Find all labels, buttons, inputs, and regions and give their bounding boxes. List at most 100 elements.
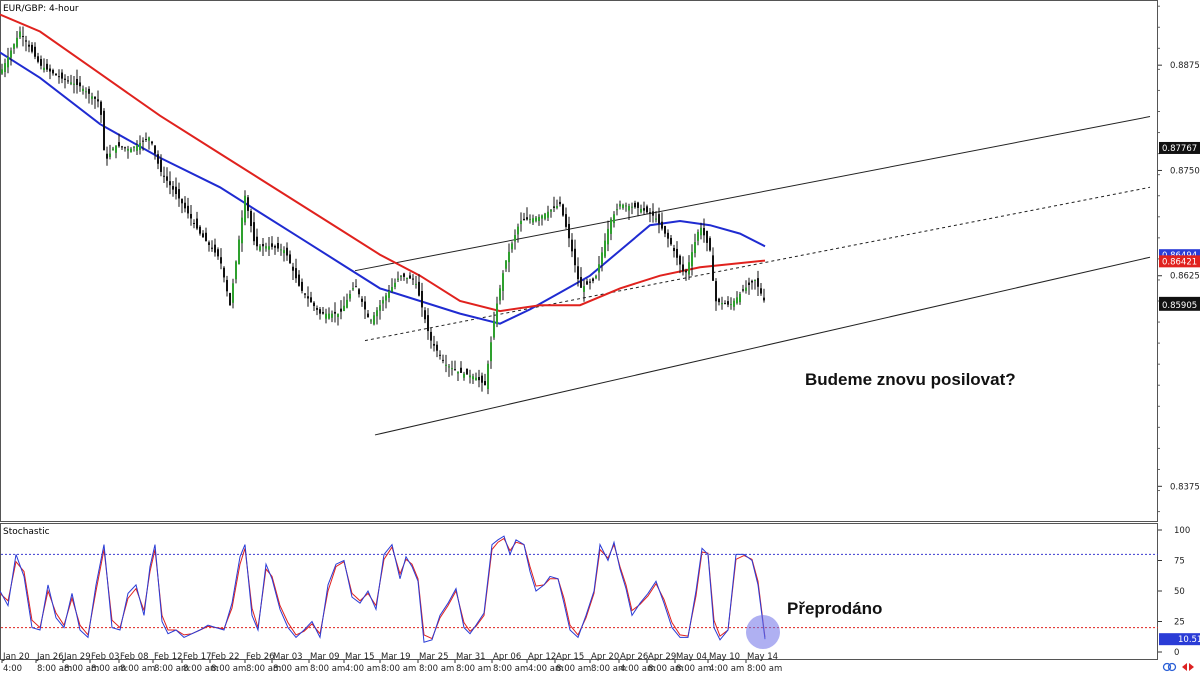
candle-body (430, 331, 432, 341)
candle-body (280, 249, 282, 251)
price-tag-label: 0.85905 (1162, 301, 1197, 311)
time-hour-label: 8:00 am (648, 664, 683, 674)
candle-body (214, 244, 216, 253)
candle-body (256, 236, 258, 247)
candle-body (349, 293, 351, 299)
candle-body (760, 288, 762, 294)
candle-body (436, 344, 438, 351)
candle-body (73, 83, 75, 85)
candle-body (187, 205, 189, 214)
time-hour-label: 8:00 am (211, 664, 246, 674)
candle-body (736, 297, 738, 304)
candle-body (295, 268, 297, 279)
candle-body (31, 44, 33, 52)
candle-body (49, 68, 51, 72)
time-hour-label: 8:00 am (183, 664, 218, 674)
candle-body (313, 302, 315, 307)
candle-body (457, 371, 459, 374)
instrument-title-bg (1, 1, 71, 14)
candle-body (541, 215, 543, 219)
candle-body (25, 40, 27, 42)
candle-body (19, 31, 21, 38)
candle-body (529, 218, 531, 220)
candle-body (691, 252, 693, 267)
candle-body (79, 82, 81, 87)
candle-body (196, 218, 198, 229)
candle-body (325, 313, 327, 319)
candle-body (598, 264, 600, 273)
candle-body (199, 226, 201, 234)
oscillator-title: Stochastic (3, 527, 50, 537)
candle-body (217, 249, 219, 257)
candle-body (592, 278, 594, 282)
candle-body (688, 262, 690, 275)
time-date-label: Apr 15 (556, 652, 584, 662)
candle-body (226, 279, 228, 292)
candle-body (7, 56, 9, 68)
candle-body (535, 217, 537, 221)
time-date-label: Apr 12 (528, 652, 556, 662)
candle-body (649, 212, 651, 214)
candle-body (544, 213, 546, 219)
candle-body (130, 148, 132, 153)
candle-body (112, 148, 114, 151)
candle-body (667, 232, 669, 239)
link-icon[interactable] (1162, 662, 1177, 672)
candle-body (118, 142, 120, 147)
candle-body (751, 280, 753, 283)
candle-body (229, 293, 231, 306)
time-date-label: Mar 19 (381, 652, 411, 662)
channel-upper-line (354, 116, 1151, 272)
candle-body (16, 37, 18, 47)
time-hour-label: 8:00 am (91, 664, 126, 674)
time-hour-label: 8:00 am (556, 664, 591, 674)
candle-body (487, 363, 489, 389)
price-tag-box (1159, 255, 1200, 268)
time-date-label: Mar 25 (419, 652, 449, 662)
candle-body (661, 221, 663, 229)
stochastic-tick-label: 50 (1174, 587, 1185, 597)
candle-body (331, 313, 333, 318)
candle-body (682, 264, 684, 272)
candle-body (4, 63, 6, 72)
time-date-label: Apr 29 (648, 652, 676, 662)
candle-body (142, 140, 144, 142)
candle-body (496, 303, 498, 325)
time-hour-label: 8:00 am (64, 664, 99, 674)
time-date-label: Mar 03 (273, 652, 303, 662)
expand-arrows-icon[interactable] (1182, 663, 1194, 671)
time-hour-label: 8:00 am (381, 664, 416, 674)
candle-body (43, 67, 45, 71)
candle-body (70, 82, 72, 84)
candle-body (757, 278, 759, 287)
candle-body (709, 238, 711, 251)
time-date-label: Apr 20 (591, 652, 619, 662)
moving-average-line-1 (0, 51, 766, 325)
candle-body (460, 367, 462, 373)
candle-body (577, 266, 579, 280)
oversold-highlight-circle (746, 615, 780, 649)
stochastic-value-tag (1159, 633, 1200, 646)
time-date-label: May 04 (676, 652, 707, 662)
candle-body (193, 222, 195, 224)
candle-body (619, 204, 621, 207)
candle-body (703, 228, 705, 236)
time-date-label: Apr 26 (620, 652, 648, 662)
candle-body (268, 246, 270, 250)
candle-body (238, 239, 240, 265)
candle-body (52, 69, 54, 74)
candle-body (718, 298, 720, 303)
candle-body (583, 286, 585, 292)
price-candles (1, 26, 765, 395)
candle-body (643, 208, 645, 211)
candle-body (442, 359, 444, 361)
candle-body (574, 248, 576, 266)
candle-body (694, 242, 696, 254)
candle-body (463, 373, 465, 378)
